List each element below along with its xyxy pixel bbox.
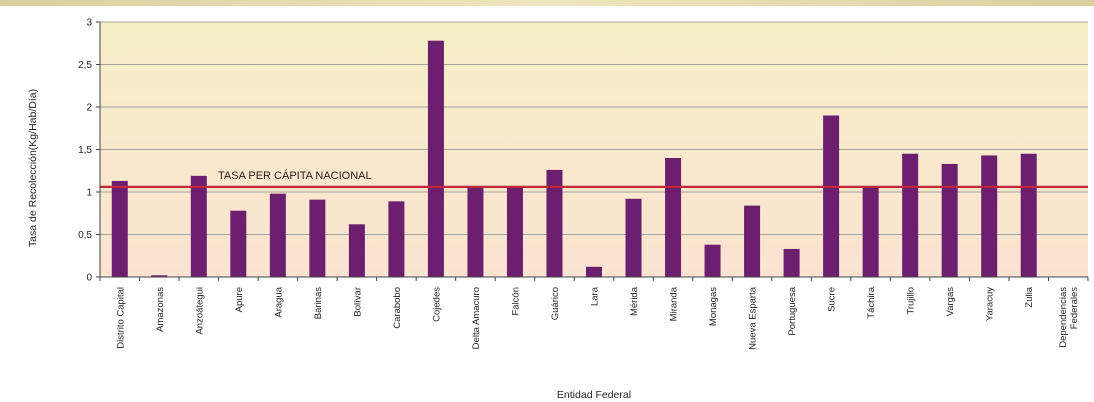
x-tick-label: Yaracuy — [985, 287, 996, 321]
y-tick-label: 0 — [86, 273, 92, 284]
x-tick-label-text: Vargas — [945, 287, 956, 317]
bar — [190, 175, 207, 277]
bar — [665, 158, 682, 277]
x-tick-label: Bolívar — [352, 287, 363, 317]
bar — [427, 40, 444, 278]
bar — [625, 198, 642, 277]
bar — [151, 275, 168, 277]
x-tick-label-text: Falcón — [510, 287, 521, 316]
x-tick-label: Carabobo — [392, 287, 403, 329]
x-tick-label-text: Nueva Esparta — [748, 286, 759, 350]
bar — [783, 248, 800, 277]
x-tick-label-text: Táchira — [866, 286, 877, 318]
x-tick-label-text: Delta Amacuro — [471, 287, 482, 349]
x-tick-label: Monagas — [708, 287, 719, 326]
x-tick-label-text: Amazonas — [155, 287, 166, 332]
bar — [546, 169, 563, 277]
x-tick-label: Miranda — [669, 286, 680, 321]
x-tick-label: Barinas — [313, 287, 324, 319]
x-tick-label: Nueva Esparta — [748, 286, 759, 350]
bar — [309, 199, 326, 277]
reference-line-group: TASA PER CÁPITA NACIONAL — [100, 169, 1088, 188]
bar — [506, 187, 523, 277]
y-tick-label: 1 — [86, 188, 92, 199]
y-axis-ticks: 0 0,5 1 1,5 2 2,5 3 — [78, 18, 92, 284]
bar — [1020, 153, 1037, 277]
bar — [902, 153, 919, 277]
bar — [388, 201, 405, 277]
x-tick-label: Apure — [234, 287, 245, 312]
x-tick-label-text: Portuguesa — [787, 286, 798, 335]
bar — [111, 180, 128, 277]
x-tick-label-text: Yaracuy — [985, 287, 996, 321]
x-tick-label-text: Sucre — [827, 287, 838, 312]
x-axis-labels: Distrito Capital Amazonas Anzoátegui Apure A… — [115, 286, 1080, 350]
x-tick-label-text: Zulia — [1024, 286, 1035, 307]
x-tick-label: Aragua — [273, 286, 284, 317]
x-tick-label: Delta Amacuro — [471, 287, 482, 349]
bar — [586, 266, 602, 277]
x-tick-label: Portuguesa — [787, 286, 798, 335]
x-tick-label: Vargas — [945, 287, 956, 317]
x-tick-label: Táchira — [866, 286, 877, 318]
x-tick-label-text: Lara — [590, 286, 601, 306]
bar — [704, 244, 721, 277]
reference-line-label: TASA PER CÁPITA NACIONAL — [218, 169, 372, 182]
y-tick-label: 2,5 — [78, 60, 92, 71]
x-tick-label: Zulia — [1024, 286, 1035, 307]
x-tick-label: Falcón — [510, 287, 521, 316]
x-tick-label-text: Barinas — [313, 287, 324, 319]
x-tick-label-text: Bolívar — [352, 287, 363, 317]
x-tick-label-text: Carabobo — [392, 287, 403, 329]
bar — [941, 163, 958, 277]
x-tick-label-text: Miranda — [669, 286, 680, 321]
bar — [744, 205, 761, 277]
x-tick-label-text: Aragua — [273, 286, 284, 317]
x-tick-label-line: Federales — [1069, 287, 1080, 329]
x-tick-label: Amazonas — [155, 287, 166, 332]
x-tick-label: Lara — [590, 286, 601, 306]
x-tick-label-line: Dependencias — [1058, 287, 1069, 348]
bar — [467, 187, 484, 277]
x-tick-label: Sucre — [827, 287, 838, 312]
x-tick-label-text: Cojedes — [431, 287, 442, 322]
x-tick-label: Cojedes — [431, 287, 442, 322]
x-axis — [99, 22, 1089, 281]
x-tick-label-text: Apure — [234, 287, 245, 312]
x-tick-label: Anzoátegui — [194, 287, 205, 335]
x-tick-label-text: Mérida — [629, 286, 640, 316]
bar — [348, 224, 365, 277]
bar — [823, 115, 840, 277]
bar — [862, 186, 879, 277]
y-axis-title: Tasa de Recolección(Kg/Hab/Día) — [27, 89, 39, 247]
x-tick-label-text: Monagas — [708, 287, 719, 326]
bar — [981, 155, 998, 277]
x-tick-label-text: Distrito Capital — [115, 287, 126, 349]
y-tick-label: 1,5 — [78, 145, 92, 156]
y-tick-label: 2 — [86, 103, 92, 114]
x-tick-label-text: Guárico — [550, 287, 561, 320]
x-tick-label-text: Trujillo — [906, 287, 917, 315]
x-tick-label: Trujillo — [906, 287, 917, 315]
y-tick-label: 3 — [86, 18, 92, 29]
x-axis-title: Entidad Federal — [557, 389, 631, 401]
bar — [269, 193, 286, 277]
y-tick-label: 0,5 — [78, 230, 92, 241]
header-band — [0, 0, 1094, 6]
x-tick-label: Mérida — [629, 286, 640, 316]
x-tick-label: Distrito Capital — [115, 287, 126, 349]
bar — [230, 210, 247, 277]
x-tick-label: Dependencias Federales — [1058, 287, 1080, 348]
x-tick-label-text: Anzoátegui — [194, 287, 205, 335]
x-tick-label: Guárico — [550, 287, 561, 320]
